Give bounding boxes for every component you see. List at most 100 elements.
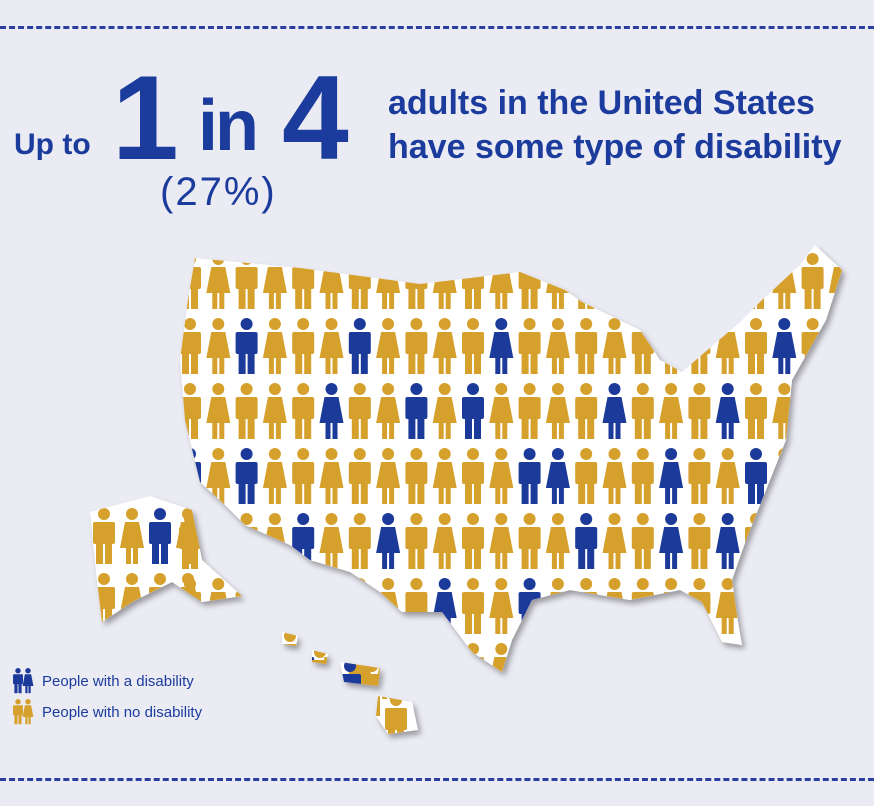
person-no-disability-icon: [801, 643, 824, 699]
person-no-disability-icon: [801, 253, 824, 309]
person-no-disability-icon: [828, 448, 842, 504]
person-no-disability-icon: [262, 448, 287, 504]
person-no-disability-icon: [292, 318, 315, 374]
person-with-disability-icon: [745, 448, 767, 504]
person-no-disability-icon: [206, 383, 231, 439]
person-no-disability-icon: [319, 578, 344, 634]
person-no-disability-icon: [602, 643, 627, 699]
person-no-disability-icon: [688, 253, 711, 309]
person-no-disability-icon: [631, 383, 654, 439]
person-no-disability-icon: [715, 643, 740, 699]
person-with-disability-icon: [772, 318, 797, 374]
person-no-disability-icon: [828, 513, 842, 569]
person-no-disability-icon: [432, 448, 457, 504]
headline-numerator: 1: [112, 51, 179, 185]
person-no-disability-icon: [828, 643, 842, 699]
person-no-disability-icon: [235, 578, 258, 634]
person-with-disability-icon: [545, 448, 570, 504]
person-no-disability-icon: [93, 508, 115, 564]
person-no-disability-icon: [262, 578, 287, 634]
person-no-disability-icon: [262, 383, 287, 439]
person-with-disability-icon: [149, 508, 171, 564]
person-no-disability-icon: [575, 253, 598, 309]
person-no-disability-icon: [575, 318, 598, 374]
person-no-disability-icon: [206, 448, 231, 504]
headline-prefix: Up to: [14, 128, 91, 161]
person-no-disability-icon: [462, 578, 484, 634]
person-no-disability-icon: [801, 383, 824, 439]
person-no-disability-icon: [319, 643, 344, 699]
legend-item-disability: People with a disability: [12, 668, 194, 694]
person-no-disability-icon: [745, 643, 767, 699]
person-no-disability-icon: [262, 643, 287, 699]
person-no-disability-icon: [489, 578, 514, 634]
person-no-disability-icon: [745, 578, 767, 634]
person-with-disability-icon: [348, 318, 371, 374]
person-no-disability-icon: [518, 513, 541, 569]
person-no-disability-icon: [602, 253, 627, 309]
person-no-disability-icon: [206, 513, 231, 569]
person-no-disability-icon: [462, 513, 484, 569]
person-no-disability-icon: [432, 383, 457, 439]
person-with-disability-icon: [715, 383, 740, 439]
person-with-disability-icon: [235, 448, 258, 504]
person-no-disability-icon: [602, 318, 627, 374]
person-no-disability-icon: [405, 643, 428, 699]
person-no-disability-icon: [348, 513, 371, 569]
person-no-disability-icon: [262, 318, 287, 374]
person-no-disability-icon: [772, 643, 797, 699]
headline-in: in: [198, 86, 259, 166]
headline-percent: (27%): [160, 170, 277, 214]
person-no-disability-icon: [518, 383, 541, 439]
person-with-disability-icon: [602, 383, 627, 439]
person-no-disability-icon: [545, 318, 570, 374]
person-no-disability-icon: [631, 448, 654, 504]
person-no-disability-icon: [715, 578, 740, 634]
person-with-disability-icon: [376, 513, 401, 569]
person-no-disability-icon: [631, 513, 654, 569]
person-no-disability-icon: [348, 578, 371, 634]
person-no-disability-icon: [688, 448, 711, 504]
person-no-disability-icon: [319, 318, 344, 374]
person-no-disability-icon: [292, 448, 315, 504]
person-no-disability-icon: [376, 448, 401, 504]
person-with-disability-icon: [462, 383, 484, 439]
person-with-disability-icon: [659, 513, 684, 569]
person-no-disability-icon: [405, 448, 428, 504]
person-no-disability-icon: [462, 448, 484, 504]
person-no-disability-icon: [828, 318, 842, 374]
legend-label: People with a disability: [42, 672, 194, 690]
headline-line2: have some type of disability: [388, 128, 842, 166]
person-no-disability-icon: [292, 578, 315, 634]
person-no-disability-icon: [376, 383, 401, 439]
person-no-disability-icon: [518, 643, 541, 699]
person-no-disability-icon: [715, 253, 740, 309]
person-no-disability-icon: [432, 318, 457, 374]
person-no-disability-icon: [518, 318, 541, 374]
person-no-disability-icon: [745, 253, 767, 309]
person-no-disability-icon: [176, 508, 200, 564]
legend-label: People with no disability: [42, 703, 203, 721]
person-no-disability-icon: [545, 383, 570, 439]
person-no-disability-icon: [688, 513, 711, 569]
person-no-disability-icon: [405, 513, 428, 569]
person-with-disability-icon: [319, 383, 344, 439]
person-with-disability-icon: [518, 448, 541, 504]
person-no-disability-icon: [206, 318, 231, 374]
person-no-disability-icon: [745, 318, 767, 374]
person-no-disability-icon: [801, 513, 824, 569]
person-no-disability-icon: [292, 383, 315, 439]
person-no-disability-icon: [319, 513, 344, 569]
person-no-disability-icon: [120, 508, 144, 564]
person-no-disability-icon: [772, 578, 797, 634]
person-with-disability-icon: [405, 383, 428, 439]
person-no-disability-icon: [659, 253, 684, 309]
person-no-disability-icon: [235, 383, 258, 439]
person-no-disability-icon: [545, 513, 570, 569]
person-no-disability-icon: [828, 383, 842, 439]
person-no-disability-icon: [745, 383, 767, 439]
person-with-disability-icon: [489, 318, 514, 374]
person-no-disability-icon: [545, 643, 570, 699]
person-with-disability-icon: [715, 513, 740, 569]
people-pair-icon: [13, 699, 34, 725]
